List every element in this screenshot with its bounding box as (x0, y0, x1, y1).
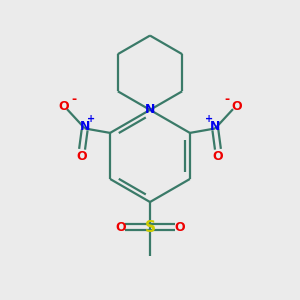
Text: N: N (80, 120, 90, 133)
Text: O: O (115, 221, 126, 234)
Text: O: O (231, 100, 242, 113)
Text: O: O (58, 100, 69, 113)
Text: -: - (71, 93, 76, 106)
Text: N: N (210, 120, 220, 133)
Text: N: N (145, 103, 155, 116)
Text: +: + (205, 114, 213, 124)
Text: +: + (87, 114, 95, 124)
Text: -: - (224, 93, 229, 106)
Text: O: O (174, 221, 185, 234)
Text: S: S (145, 220, 155, 235)
Text: O: O (76, 150, 87, 163)
Text: O: O (213, 150, 224, 163)
